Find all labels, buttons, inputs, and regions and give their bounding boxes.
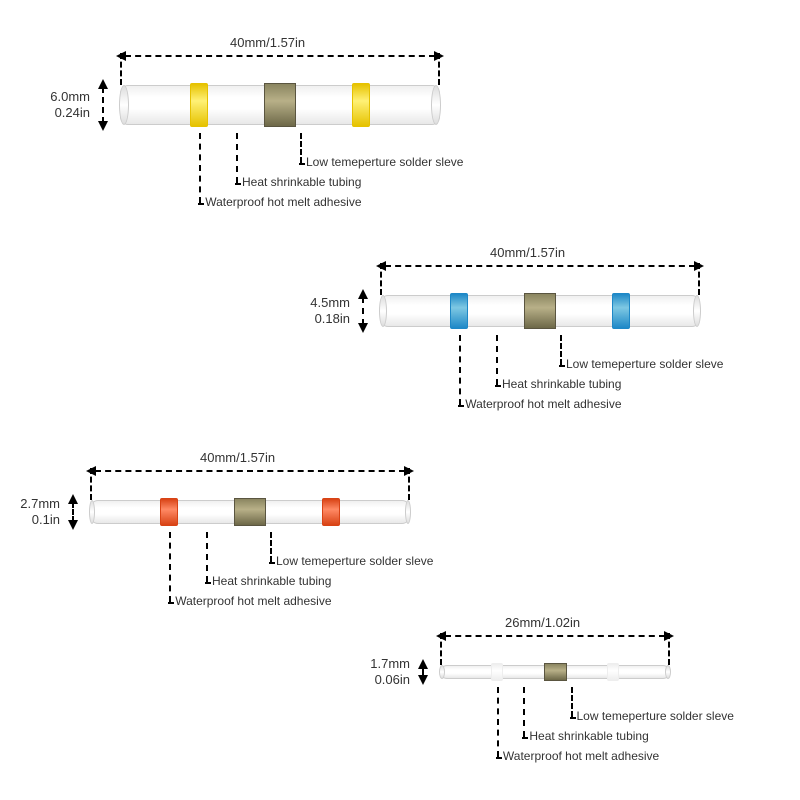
- callout-leader-shrink: [236, 133, 238, 183]
- adhesive-band-left: [491, 663, 504, 681]
- dim-tick: [120, 53, 122, 85]
- tick: [559, 365, 565, 367]
- tick: [495, 385, 501, 387]
- solder-label: Low temeperture solder sleve: [306, 155, 463, 169]
- arrow-up-icon: [98, 79, 108, 89]
- diameter-dim-line: [102, 87, 104, 123]
- length-dim-line: [385, 265, 695, 267]
- solder-label: Low temeperture solder sleve: [577, 709, 734, 723]
- callout-leader-adhesive: [497, 687, 499, 757]
- diameter-in-label: 0.1in: [32, 512, 60, 527]
- arrow-down-icon: [98, 121, 108, 131]
- shrink-label: Heat shrinkable tubing: [242, 175, 361, 189]
- shrink-label: Heat shrinkable tubing: [212, 574, 331, 588]
- dim-tick: [698, 263, 700, 295]
- tube-cap-left: [119, 85, 129, 125]
- tube-cap-right: [665, 665, 671, 679]
- tube-cap-right: [693, 295, 701, 327]
- length-dim-line: [125, 55, 435, 57]
- callout-leader-shrink: [206, 532, 208, 582]
- diameter-in-label: 0.18in: [315, 311, 350, 326]
- tube-cap-right: [405, 500, 411, 524]
- arrow-down-icon: [358, 323, 368, 333]
- length-label: 40mm/1.57in: [200, 450, 275, 465]
- diameter-mm-label: 6.0mm: [50, 89, 90, 104]
- adhesive-band-left: [190, 83, 208, 127]
- tick: [269, 562, 275, 564]
- tick: [458, 405, 464, 407]
- diameter-mm-label: 4.5mm: [310, 295, 350, 310]
- adhesive-label: Waterproof hot melt adhesive: [503, 749, 659, 763]
- adhesive-label: Waterproof hot melt adhesive: [205, 195, 361, 209]
- dim-tick: [668, 633, 670, 665]
- dim-tick: [90, 468, 92, 500]
- arrow-up-icon: [418, 659, 428, 669]
- dim-tick: [380, 263, 382, 295]
- shrink-label: Heat shrinkable tubing: [529, 729, 648, 743]
- callout-leader-solder: [560, 335, 562, 365]
- tick: [205, 582, 211, 584]
- tube-cap-left: [439, 665, 445, 679]
- solder-sleeve: [264, 83, 296, 127]
- tube-cap-left: [379, 295, 387, 327]
- adhesive-band-left: [450, 293, 468, 329]
- adhesive-band-right: [607, 663, 620, 681]
- arrow-down-icon: [68, 520, 78, 530]
- shrink-label: Heat shrinkable tubing: [502, 377, 621, 391]
- tick: [570, 717, 576, 719]
- tube-cap-right: [431, 85, 441, 125]
- length-label: 40mm/1.57in: [490, 245, 565, 260]
- dim-tick: [438, 53, 440, 85]
- callout-leader-adhesive: [459, 335, 461, 405]
- solder-sleeve: [234, 498, 266, 526]
- length-label: 40mm/1.57in: [230, 35, 305, 50]
- callout-leader-shrink: [496, 335, 498, 385]
- tick: [198, 203, 204, 205]
- arrow-down-icon: [418, 675, 428, 685]
- adhesive-band-right: [352, 83, 370, 127]
- tick: [168, 602, 174, 604]
- arrow-up-icon: [68, 494, 78, 504]
- adhesive-label: Waterproof hot melt adhesive: [465, 397, 621, 411]
- callout-leader-solder: [270, 532, 272, 562]
- dim-tick: [440, 633, 442, 665]
- solder-sleeve: [524, 293, 556, 329]
- arrow-up-icon: [358, 289, 368, 299]
- length-dim-line: [445, 635, 665, 637]
- dim-tick: [408, 468, 410, 500]
- diameter-in-label: 0.24in: [55, 105, 90, 120]
- diameter-dim-line: [72, 502, 74, 522]
- solder-label: Low temeperture solder sleve: [566, 357, 723, 371]
- callout-leader-shrink: [523, 687, 525, 737]
- callout-leader-solder: [571, 687, 573, 717]
- tick: [235, 183, 241, 185]
- solder-label: Low temeperture solder sleve: [276, 554, 433, 568]
- diameter-in-label: 0.06in: [375, 672, 410, 687]
- diameter-mm-label: 2.7mm: [20, 496, 60, 511]
- tick: [299, 163, 305, 165]
- solder-sleeve: [544, 663, 567, 681]
- length-dim-line: [95, 470, 405, 472]
- adhesive-band-right: [612, 293, 630, 329]
- callout-leader-adhesive: [169, 532, 171, 602]
- tube-cap-left: [89, 500, 95, 524]
- diameter-mm-label: 1.7mm: [370, 656, 410, 671]
- length-label: 26mm/1.02in: [505, 615, 580, 630]
- adhesive-band-left: [160, 498, 178, 526]
- adhesive-band-right: [322, 498, 340, 526]
- adhesive-label: Waterproof hot melt adhesive: [175, 594, 331, 608]
- callout-leader-adhesive: [199, 133, 201, 203]
- tick: [522, 737, 528, 739]
- callout-leader-solder: [300, 133, 302, 163]
- diameter-dim-line: [362, 297, 364, 325]
- tick: [496, 757, 502, 759]
